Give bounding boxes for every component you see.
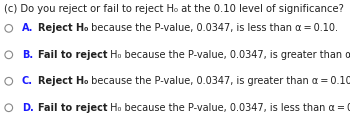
Text: (c) Do you reject or fail to reject H₀ at the 0.10 level of significance?: (c) Do you reject or fail to reject H₀ a… (4, 4, 343, 14)
Text: B.: B. (22, 50, 33, 60)
Text: because the P-value, 0.0347, is greater than α = 0.10.: because the P-value, 0.0347, is greater … (88, 76, 350, 86)
Text: C.: C. (22, 76, 33, 86)
Text: Fail to reject: Fail to reject (38, 103, 107, 113)
Text: Fail to reject: Fail to reject (38, 50, 107, 60)
Text: because the P-value, 0.0347, is less than α = 0.10.: because the P-value, 0.0347, is less tha… (88, 23, 338, 33)
Text: Reject H₀: Reject H₀ (38, 23, 88, 33)
Text: D.: D. (22, 103, 34, 113)
Text: A.: A. (22, 23, 33, 33)
Text: H₀ because the P-value, 0.0347, is less than α = 0.10.: H₀ because the P-value, 0.0347, is less … (107, 103, 350, 113)
Text: Reject H₀: Reject H₀ (38, 76, 88, 86)
Text: H₀ because the P-value, 0.0347, is greater than α = 0.10.: H₀ because the P-value, 0.0347, is great… (107, 50, 350, 60)
